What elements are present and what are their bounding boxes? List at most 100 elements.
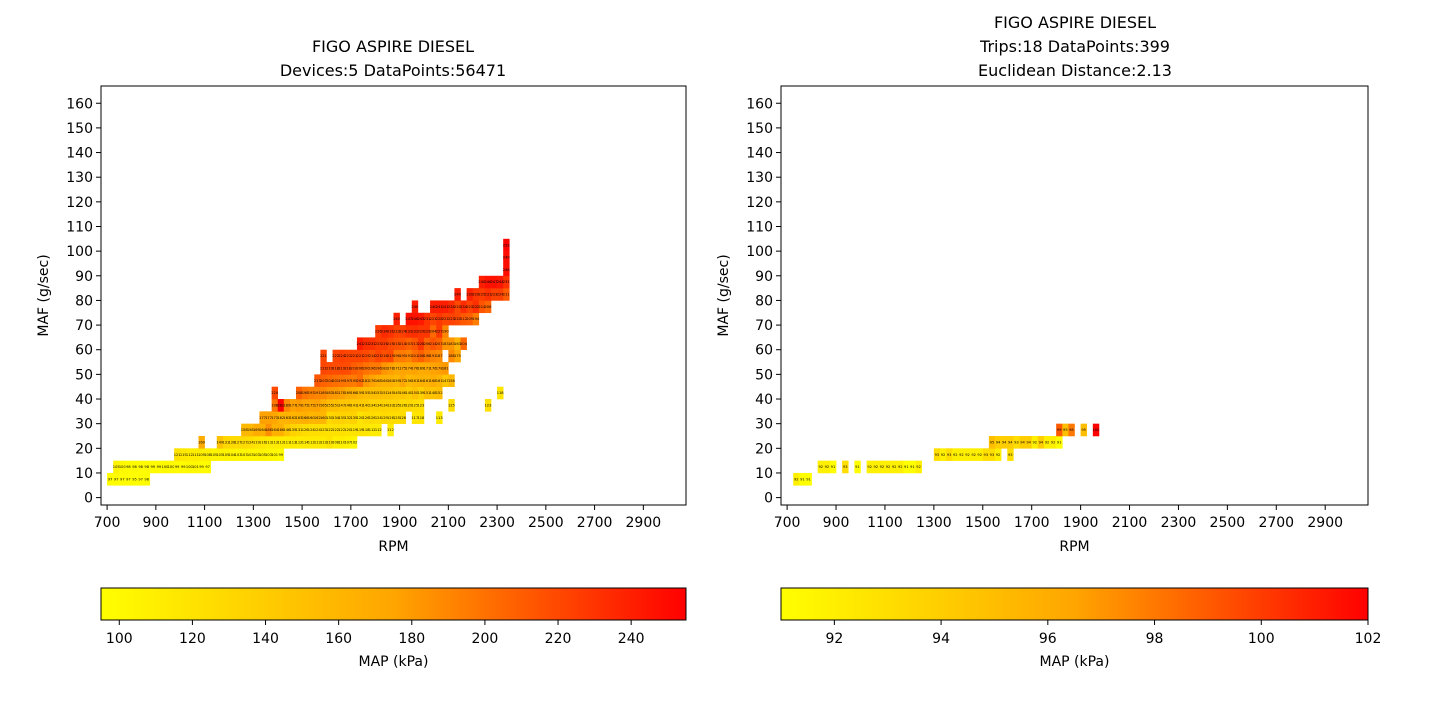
heatmap-cell-label: 95 <box>1081 428 1086 432</box>
heatmap-cell-label: 99 <box>278 453 283 457</box>
heatmap-cell <box>137 460 144 474</box>
heatmap-cell-label: 103 <box>235 453 242 457</box>
heatmap-cell <box>503 275 510 289</box>
heatmap-cell-label: 183 <box>381 367 388 371</box>
heatmap-cell <box>1056 423 1063 437</box>
heatmap-cell-label: 92 <box>959 453 964 457</box>
heatmap-cell-label: 135 <box>393 403 400 407</box>
heatmap-cell <box>149 460 157 474</box>
heatmap-cell-label: 241 <box>442 305 449 309</box>
heatmap-cell-label: 175 <box>454 354 461 358</box>
heatmap-cell-label: 110 <box>338 440 346 444</box>
x-tick-label: 1100 <box>867 515 903 531</box>
heatmap-cell <box>350 349 358 363</box>
heatmap-cell <box>174 460 181 474</box>
heatmap-cell <box>302 411 309 424</box>
heatmap-cell-label: 92 <box>818 465 823 469</box>
heatmap-cell-label: 94 <box>996 440 1001 444</box>
heatmap-cell-label: 94 <box>1026 440 1031 444</box>
heatmap-cell <box>356 386 364 400</box>
heatmap-cell <box>344 386 352 400</box>
heatmap-cell-label: 248 <box>503 268 511 272</box>
heatmap-cell <box>436 374 443 387</box>
heatmap-cell <box>436 337 443 351</box>
heatmap-cell-label: 234 <box>448 305 456 309</box>
x-tick-label: 2300 <box>479 515 515 531</box>
heatmap-cell <box>393 386 400 400</box>
heatmap-cell-label: 91 <box>806 477 811 481</box>
plot-area <box>101 86 686 505</box>
heatmap-cell-label: 151 <box>332 403 339 407</box>
chart-title-line-2: Trips:18 DataPoints:399 <box>979 37 1170 56</box>
heatmap-cell-label: 191 <box>405 354 412 358</box>
heatmap-cell <box>344 374 352 387</box>
heatmap-cell <box>472 288 480 301</box>
heatmap-cell <box>411 337 419 351</box>
heatmap-cell <box>1092 423 1100 437</box>
heatmap-cell <box>423 374 431 387</box>
heatmap-cell <box>332 435 339 449</box>
heatmap-cell-label: 214 <box>430 342 438 346</box>
heatmap-cell <box>204 460 211 474</box>
heatmap-cell <box>454 300 461 314</box>
colorbar-tick-label: 240 <box>618 631 645 647</box>
heatmap-cell <box>817 460 825 474</box>
heatmap-cell <box>363 399 370 412</box>
heatmap-cell <box>872 460 880 474</box>
heatmap-cell-label: 240 <box>430 305 438 309</box>
heatmap-cell <box>241 423 248 437</box>
heatmap-cell-label: 163 <box>296 416 303 420</box>
heatmap-cell-label: 224 <box>399 330 407 334</box>
heatmap-cell-label: 168 <box>375 379 383 383</box>
heatmap-cell <box>320 374 327 387</box>
heatmap-cell-label: 134 <box>381 403 389 407</box>
y-tick-label: 150 <box>66 121 93 137</box>
colorbar-tick-label: 140 <box>252 631 279 647</box>
heatmap-cell <box>344 349 352 363</box>
heatmap-cell <box>131 472 138 486</box>
heatmap-cell <box>302 399 309 412</box>
heatmap-cell <box>375 337 382 351</box>
heatmap-cell-label: 97 <box>126 477 131 481</box>
heatmap-cell-label: 161 <box>436 379 443 383</box>
x-tick-label: 900 <box>823 515 850 531</box>
heatmap-cell <box>363 411 370 424</box>
heatmap-cell <box>326 374 333 387</box>
heatmap-cell-label: 126 <box>399 416 407 420</box>
heatmap-cell-label: 206 <box>424 342 432 346</box>
heatmap-cell-label: 92 <box>977 453 982 457</box>
heatmap-cell <box>125 472 132 486</box>
heatmap-cell <box>198 435 205 449</box>
heatmap-cell <box>995 448 1002 461</box>
heatmap-cell-label: 171 <box>393 367 400 371</box>
heatmap-cell-label: 208 <box>417 354 425 358</box>
heatmap-cell <box>1062 423 1069 437</box>
heatmap-cell-label: 177 <box>259 416 266 420</box>
heatmap-cell-label: 101 <box>192 465 199 469</box>
heatmap-cell-label: 240 <box>454 293 462 297</box>
heatmap-cell <box>399 349 406 363</box>
heatmap-cell-label: 133 <box>387 403 394 407</box>
heatmap-cell-label: 201 <box>332 379 339 383</box>
heatmap-cell <box>448 337 455 351</box>
x-tick-label: 2500 <box>1210 515 1246 531</box>
heatmap-cell <box>793 472 800 486</box>
heatmap-cell-label: 145 <box>393 391 400 395</box>
heatmap-cell <box>387 349 394 363</box>
heatmap-cell-label: 100 <box>186 465 194 469</box>
heatmap-cell <box>302 423 309 437</box>
chart-title-line-2: Devices:5 DataPoints:56471 <box>280 61 506 80</box>
heatmap-cell-label: 163 <box>283 416 290 420</box>
heatmap-cell-label: 162 <box>314 416 321 420</box>
heatmap-cell <box>369 349 376 363</box>
heatmap-cell <box>497 275 504 289</box>
heatmap-cell <box>982 448 990 461</box>
heatmap-cell <box>375 386 382 400</box>
heatmap-cell-label: 178 <box>436 367 444 371</box>
heatmap-cell-label: 141 <box>357 403 364 407</box>
heatmap-cell-label: 105 <box>216 453 223 457</box>
x-axis-label: RPM <box>1059 539 1089 555</box>
heatmap-cell-label: 91 <box>831 465 836 469</box>
heatmap-cell-label: 155 <box>326 403 333 407</box>
heatmap-cell <box>241 448 248 461</box>
